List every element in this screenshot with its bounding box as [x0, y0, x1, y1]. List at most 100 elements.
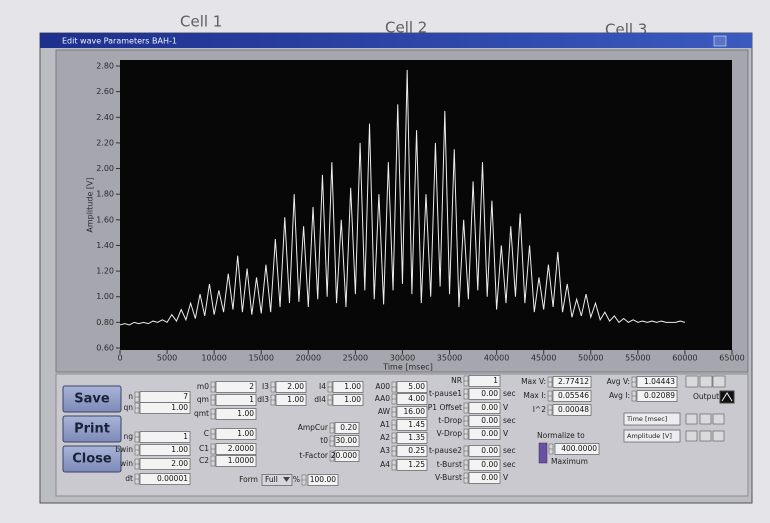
field-unit: V [503, 403, 509, 412]
field-value: 0.00 [481, 446, 498, 455]
button-label: Close [72, 452, 112, 467]
field-label: AW [378, 407, 391, 416]
field-label: t-pause2 [429, 446, 462, 455]
cell-label: Cell 1 [180, 13, 222, 31]
field-label: A00 [375, 382, 390, 391]
percent-value: 100.00 [310, 475, 336, 484]
field-label: C1 [199, 444, 209, 453]
field-label: Avg V: [607, 377, 630, 386]
field-label: A2 [380, 433, 390, 442]
field-label: AA0 [375, 394, 390, 403]
field-label: t-Factor [299, 451, 329, 460]
x-tick-label: 45000 [531, 354, 556, 363]
field-label: I4 [319, 382, 326, 391]
y-tick-label: 2.40 [96, 113, 114, 122]
channel-icon[interactable] [700, 414, 711, 424]
button-label: Print [74, 422, 110, 437]
field-label: t-pause1 [429, 389, 462, 398]
window-title: Edit wave Parameters BAH-1 [62, 37, 177, 46]
x-tick-label: 5000 [157, 354, 177, 363]
field-label: dt [125, 474, 133, 483]
x-tick-label: 30000 [390, 354, 415, 363]
normalize-swatch[interactable] [539, 443, 547, 463]
field-value: 0.00 [481, 403, 498, 412]
field-value: 0.00 [481, 389, 498, 398]
tool-icon[interactable] [686, 376, 698, 387]
normalize-label: Normalize to [537, 431, 585, 440]
field-label: win [120, 459, 133, 468]
channel-icon[interactable] [686, 414, 697, 424]
field-unit: V [503, 429, 509, 438]
field-label: A3 [380, 446, 390, 455]
channel-icon[interactable] [713, 431, 724, 441]
x-axis-title: Time [msec] [382, 363, 433, 372]
field-value: 0.00 [481, 416, 498, 425]
channel-icon[interactable] [700, 431, 711, 441]
field-value: 1.00 [171, 445, 188, 454]
field-label: NR [451, 376, 462, 385]
field-value: 1.00 [344, 395, 361, 404]
field-label: I3 [262, 382, 269, 391]
channel-icon[interactable] [686, 431, 697, 441]
field-value: 1.04443 [644, 377, 675, 386]
x-tick-label: 15000 [249, 354, 274, 363]
window-button[interactable] [714, 36, 726, 46]
x-tick-label: 55000 [625, 354, 650, 363]
field-value: 16.00 [404, 407, 426, 416]
field-value: 5.00 [408, 382, 425, 391]
field-value: 1.25 [408, 460, 425, 469]
field-value: 0.00 [481, 429, 498, 438]
field-value: 1.00 [344, 382, 361, 391]
field-value: 0.00048 [558, 405, 589, 414]
channel-icon[interactable] [713, 414, 724, 424]
channel-label: Amplitude [V] [627, 432, 672, 440]
field-value: 1 [183, 432, 188, 441]
field-value: 4.00 [408, 394, 425, 403]
x-tick-label: 20000 [296, 354, 321, 363]
field-value: 20.000 [331, 451, 357, 460]
y-tick-label: 1.00 [96, 292, 114, 301]
field-label: V-Burst [435, 473, 462, 482]
tool-icon[interactable] [713, 376, 725, 387]
field-label: t-Drop [438, 416, 462, 425]
field-value: 2.00 [287, 382, 304, 391]
screen: Cell 1 Cell 2 Cell 3 Edit wave Parameter… [0, 0, 770, 523]
field-value: 1.35 [408, 433, 425, 442]
button-label: Save [74, 392, 110, 407]
field-unit: sec [503, 389, 516, 398]
y-tick-label: 2.20 [96, 138, 114, 147]
x-tick-label: 35000 [437, 354, 462, 363]
field-label: Max V: [521, 377, 546, 386]
field-label: C2 [199, 456, 209, 465]
field-label: t-Burst [437, 460, 462, 469]
x-tick-label: 65000 [719, 354, 744, 363]
y-tick-label: 1.20 [96, 267, 114, 276]
field-label: A4 [380, 460, 390, 469]
page: { "window": {"title": "Edit wave Paramet… [0, 0, 770, 523]
field-unit: sec [503, 416, 516, 425]
x-tick-label: 50000 [578, 354, 603, 363]
tool-icon[interactable] [700, 376, 712, 387]
field-label: t0 [320, 436, 328, 445]
x-tick-label: 0 [117, 354, 122, 363]
field-label: qm [197, 395, 209, 404]
y-tick-label: 2.60 [96, 87, 114, 96]
field-label: bwin [115, 445, 133, 454]
field-label: m0 [197, 382, 209, 391]
field-label: A1 [380, 420, 390, 429]
field-value: 2.00 [171, 459, 188, 468]
field-value: 0.02089 [644, 391, 675, 400]
y-tick-label: 0.60 [96, 344, 114, 353]
field-label: ng [123, 432, 133, 441]
x-tick-label: 60000 [672, 354, 697, 363]
field-label: Avg I: [609, 391, 630, 400]
field-label: qn [123, 403, 133, 412]
normalize-value: 400.0000 [561, 444, 597, 453]
field-label: P1 Offset [428, 403, 462, 412]
percent-label: % [293, 475, 300, 484]
field-value: 7 [183, 392, 188, 401]
field-label: dI3 [257, 395, 269, 404]
y-tick-label: 1.40 [96, 241, 114, 250]
channel-label: Time [msec] [626, 415, 667, 423]
field-value: 1.00 [287, 395, 304, 404]
